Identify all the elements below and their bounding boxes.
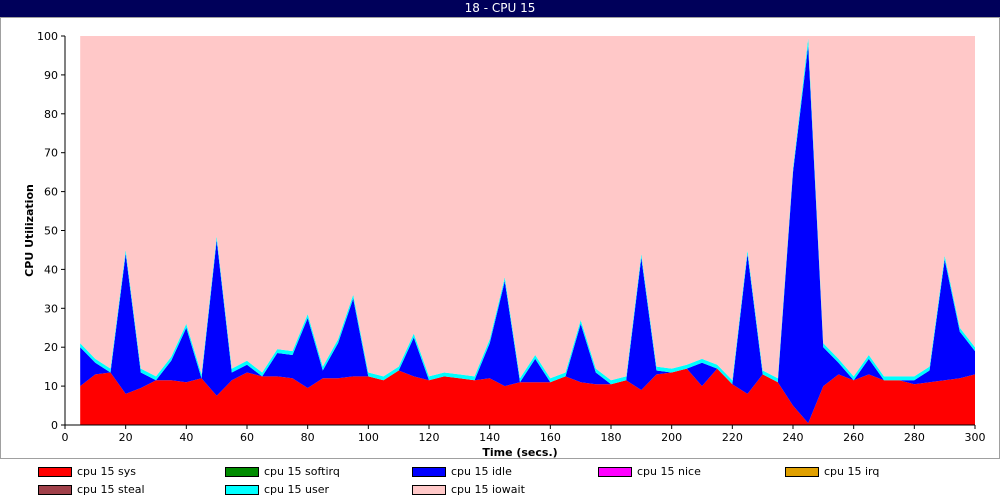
chart-frame: 0 20 40 60 80 100 120 140 160 180 200 220 240 260 280 3… [0, 17, 1000, 459]
legend-label: cpu 15 steal [77, 483, 145, 496]
x-tick-label: 240 [783, 431, 804, 444]
cpu-utilization-chart: 0 20 40 60 80 100 120 140 160 180 200 220 240 260 280 3… [23, 30, 986, 459]
x-tick-label: 300 [965, 431, 986, 444]
y-tick-label: 100 [37, 30, 58, 43]
legend-label: cpu 15 idle [451, 465, 512, 478]
y-tick-label: 70 [44, 147, 58, 160]
x-tick-label: 180 [601, 431, 622, 444]
y-tick-label: 50 [44, 225, 58, 238]
legend-label: cpu 15 user [264, 483, 329, 496]
x-tick-label: 280 [904, 431, 925, 444]
x-tick-label: 0 [62, 431, 69, 444]
x-tick-label: 100 [358, 431, 379, 444]
y-tick-label: 90 [44, 69, 58, 82]
legend-swatch [225, 466, 259, 477]
x-tick-label: 140 [479, 431, 500, 444]
y-tick-label: 10 [44, 380, 58, 393]
legend-item: cpu 15 nice [598, 465, 701, 478]
legend-item: cpu 15 irq [785, 465, 879, 478]
legend-swatch [412, 484, 446, 495]
legend-item: cpu 15 idle [412, 465, 512, 478]
legend-item: cpu 15 softirq [225, 465, 340, 478]
legend-label: cpu 15 softirq [264, 465, 340, 478]
legend-label: cpu 15 iowait [451, 483, 525, 496]
legend: cpu 15 sys cpu 15 softirq cpu 15 idle cpu 1… [0, 461, 1000, 504]
series-area-cpu-15-idle [80, 45, 975, 424]
y-tick-label: 60 [44, 186, 58, 199]
legend-swatch [38, 484, 72, 495]
series-area-cpu-15-iowait [80, 36, 975, 381]
legend-label: cpu 15 nice [637, 465, 701, 478]
series-area-cpu-15-sys [80, 368, 975, 425]
legend-item: cpu 15 iowait [412, 483, 525, 496]
y-axis-label: CPU Utilization [23, 184, 36, 277]
x-tick-label: 20 [119, 431, 133, 444]
legend-swatch [38, 466, 72, 477]
y-tick-label: 40 [44, 263, 58, 276]
legend-swatch [598, 466, 632, 477]
legend-item: cpu 15 steal [38, 483, 145, 496]
legend-label: cpu 15 sys [77, 465, 136, 478]
x-tick-label: 220 [722, 431, 743, 444]
x-axis-label: Time (secs.) [482, 446, 557, 458]
x-tick-label: 40 [179, 431, 193, 444]
y-tick-label: 80 [44, 108, 58, 121]
x-tick-label: 200 [661, 431, 682, 444]
legend-swatch [785, 466, 819, 477]
legend-item: cpu 15 user [225, 483, 329, 496]
window-title: 18 - CPU 15 [0, 0, 1000, 17]
legend-swatch [225, 484, 259, 495]
y-tick-label: 30 [44, 302, 58, 315]
x-tick-label: 120 [419, 431, 440, 444]
y-tick-label: 20 [44, 341, 58, 354]
x-tick-label: 160 [540, 431, 561, 444]
y-tick-label: 0 [51, 419, 58, 432]
legend-label: cpu 15 irq [824, 465, 880, 478]
legend-item: cpu 15 sys [38, 465, 136, 478]
x-tick-label: 80 [301, 431, 315, 444]
legend-swatch [412, 466, 446, 477]
x-tick-label: 60 [240, 431, 254, 444]
x-tick-label: 260 [843, 431, 864, 444]
